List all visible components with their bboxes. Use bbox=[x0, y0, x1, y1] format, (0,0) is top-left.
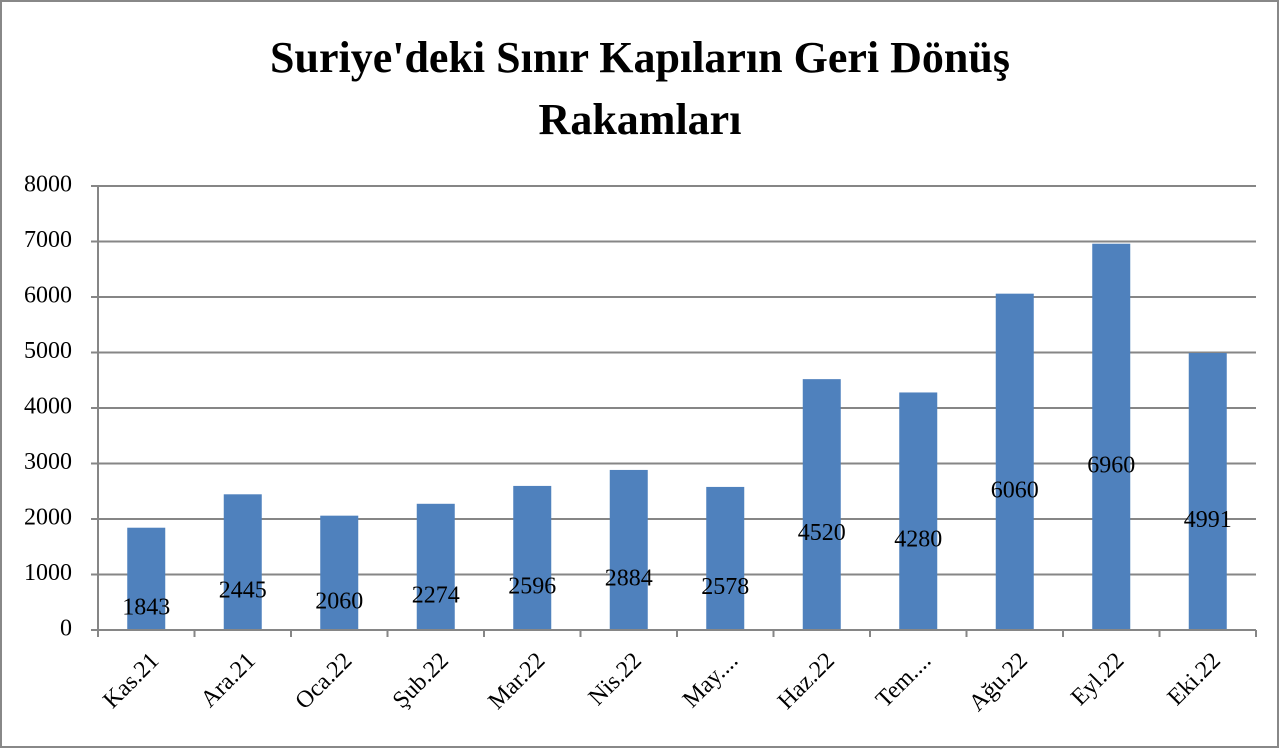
bar bbox=[1188, 352, 1227, 630]
bar bbox=[416, 503, 455, 630]
y-tick-label: 6000 bbox=[24, 283, 72, 309]
data-label: 4991 bbox=[1184, 507, 1232, 533]
bar bbox=[1092, 243, 1131, 630]
bar bbox=[513, 485, 552, 630]
y-tick-label: 8000 bbox=[24, 172, 72, 198]
y-tick-label: 2000 bbox=[24, 505, 72, 531]
y-tick-label: 7000 bbox=[24, 227, 72, 253]
y-tick-label: 3000 bbox=[24, 449, 72, 475]
data-label: 6960 bbox=[1087, 452, 1135, 478]
data-label: 6060 bbox=[991, 477, 1039, 503]
data-label: 4280 bbox=[894, 527, 942, 553]
y-tick-label: 5000 bbox=[24, 338, 72, 364]
data-label: 2596 bbox=[508, 573, 556, 599]
bar bbox=[706, 486, 745, 630]
bar bbox=[899, 392, 938, 630]
y-tick-label: 1000 bbox=[24, 560, 72, 586]
bar bbox=[223, 494, 262, 630]
y-tick-label: 0 bbox=[60, 616, 72, 642]
data-label: 2274 bbox=[412, 582, 460, 608]
data-label: 2578 bbox=[701, 574, 749, 600]
bar bbox=[609, 469, 648, 630]
data-label: 4520 bbox=[798, 520, 846, 546]
data-label: 2445 bbox=[219, 578, 267, 604]
data-label: 2060 bbox=[315, 588, 363, 614]
data-label: 1843 bbox=[122, 594, 170, 620]
y-tick-label: 4000 bbox=[24, 394, 72, 420]
bar bbox=[127, 527, 166, 630]
data-label: 2884 bbox=[605, 565, 653, 591]
bar bbox=[802, 379, 841, 630]
chart-title: Suriye'deki Sınır Kapıların Geri Dönüş Ra… bbox=[270, 33, 1010, 144]
bar bbox=[320, 515, 359, 630]
bar bbox=[995, 293, 1034, 630]
